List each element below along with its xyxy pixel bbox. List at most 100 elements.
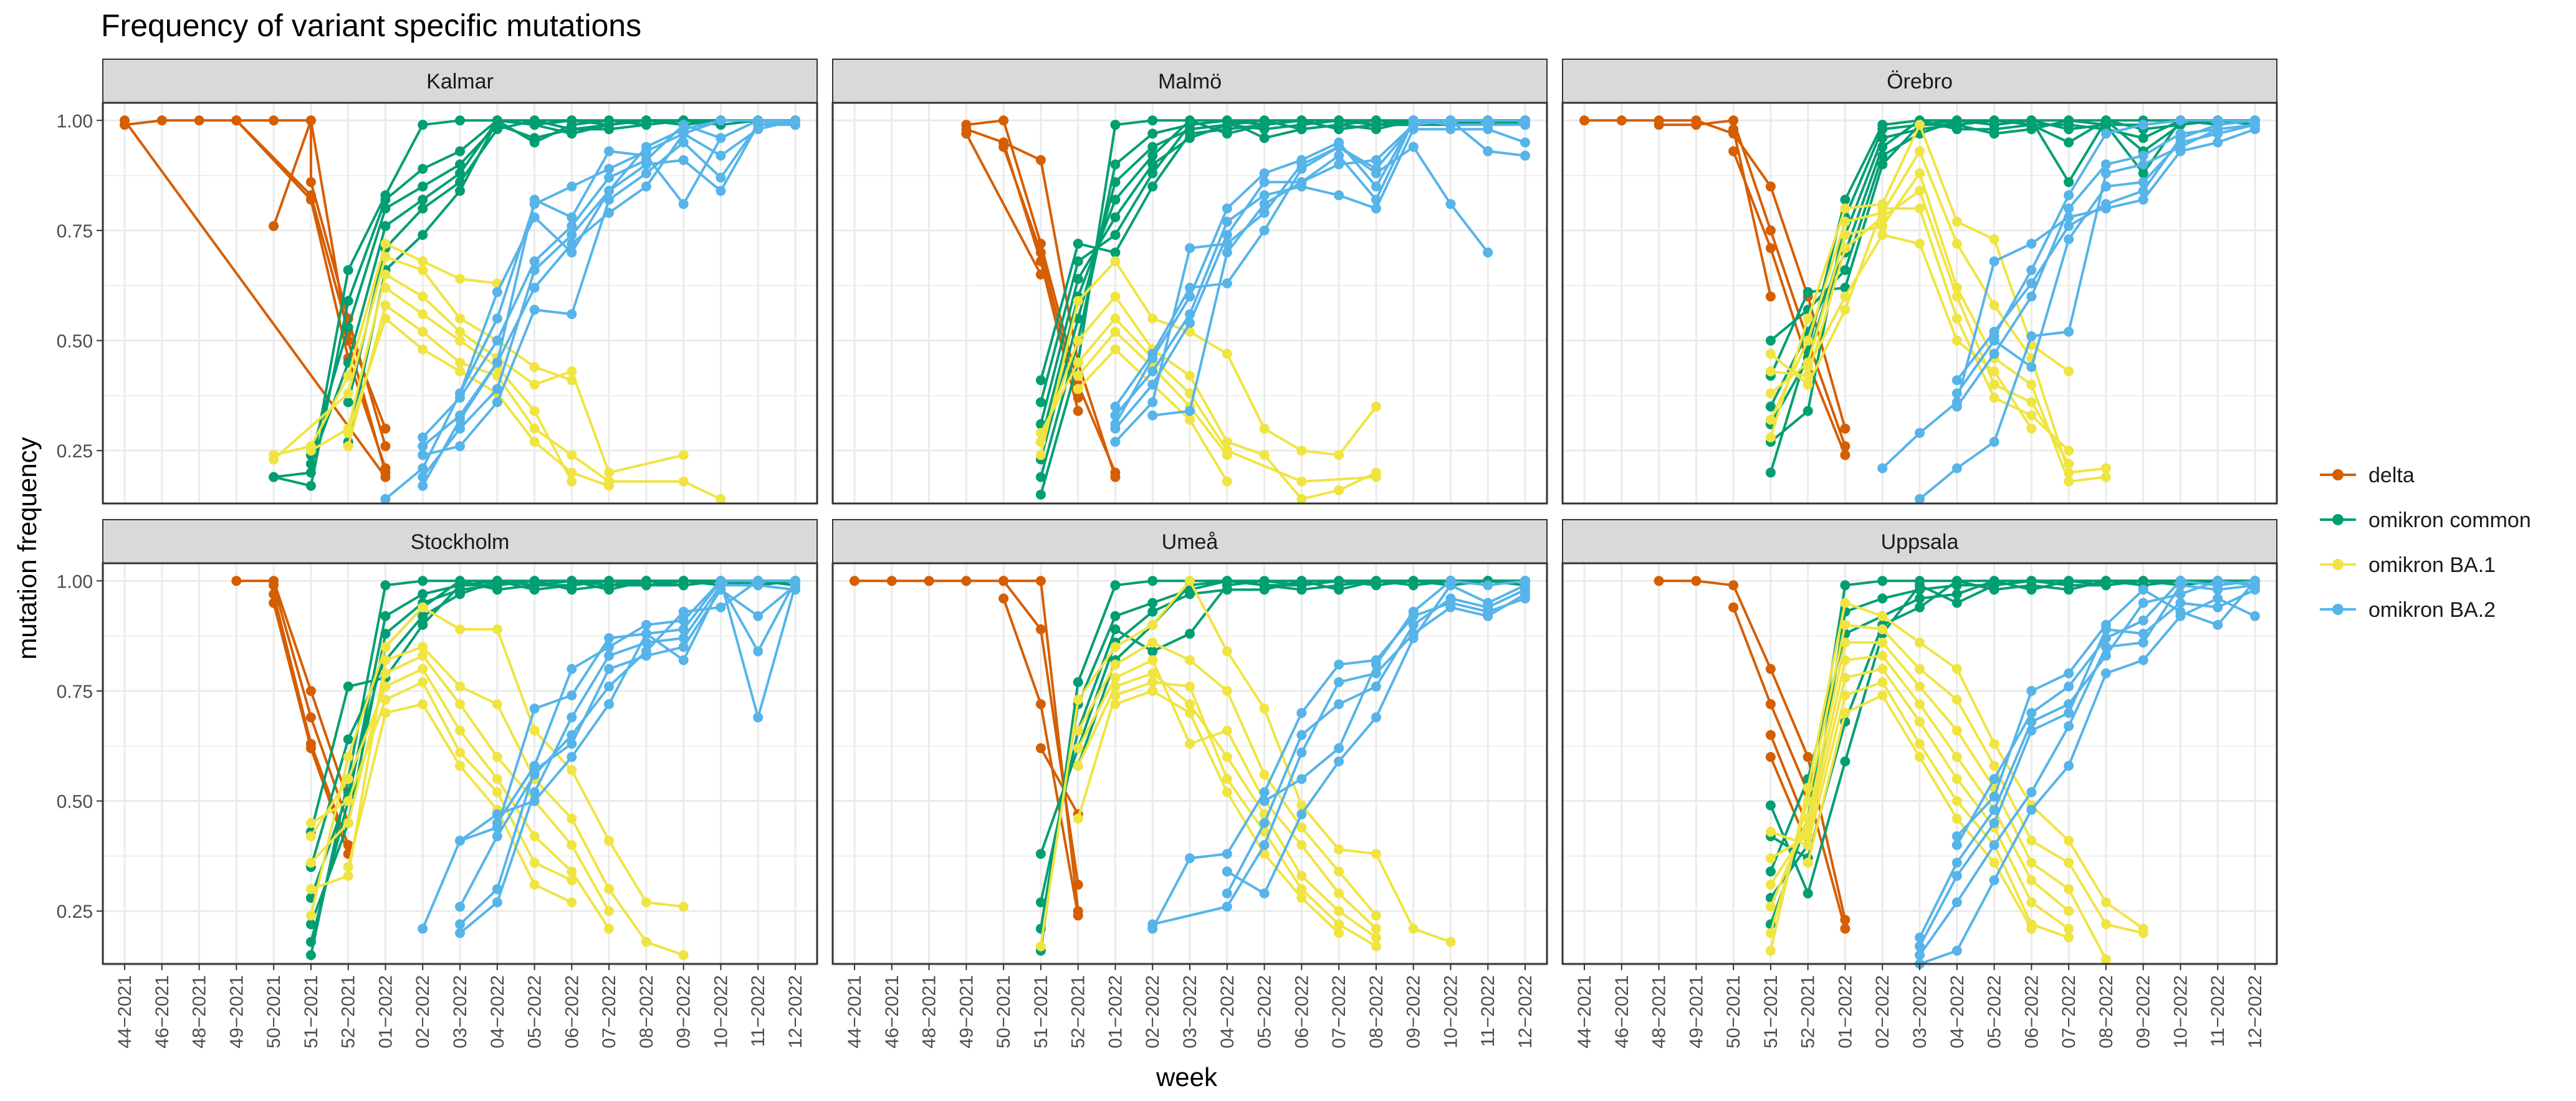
data-point: [1222, 216, 1232, 227]
data-point: [641, 115, 651, 126]
data-point: [1728, 580, 1739, 591]
series-line: [1732, 606, 1847, 930]
data-point: [1989, 774, 1999, 784]
data-point: [716, 493, 726, 504]
data-point: [1334, 141, 1344, 152]
data-point: [1371, 849, 1381, 859]
data-point: [1296, 870, 1307, 881]
data-point: [2064, 446, 2074, 456]
data-point: [1840, 923, 1851, 934]
data-point: [455, 326, 465, 337]
data-point: [2026, 331, 2037, 341]
data-point: [604, 664, 615, 674]
series-omikron-ba-1: [269, 239, 726, 504]
data-point: [1877, 463, 1888, 474]
data-point: [1951, 120, 1962, 130]
data-point: [567, 576, 577, 586]
x-tick-label: 10−2022: [2170, 975, 2191, 1049]
data-point: [1520, 576, 1530, 586]
data-point: [753, 124, 764, 135]
data-point: [753, 115, 764, 126]
data-point: [1408, 619, 1419, 630]
data-point: [1765, 348, 1776, 359]
legend-key-point: [2332, 604, 2344, 615]
data-point: [418, 230, 428, 240]
data-point: [529, 137, 540, 148]
data-point: [961, 120, 972, 130]
data-point: [2138, 637, 2148, 648]
data-point: [492, 787, 502, 798]
data-point: [1654, 120, 1664, 130]
data-point: [120, 120, 130, 130]
data-point: [455, 366, 465, 376]
data-point: [1147, 655, 1158, 665]
series-line: [1114, 128, 1526, 416]
data-point: [2175, 598, 2186, 608]
data-point: [1445, 115, 1456, 126]
series-line: [1040, 747, 1080, 815]
facet-strip-label: Stockholm: [411, 530, 510, 554]
data-point: [1445, 937, 1456, 947]
x-tick-label: 52−2021: [1798, 975, 1819, 1049]
data-point: [1035, 427, 1046, 438]
data-point: [380, 695, 391, 705]
data-point: [1073, 357, 1083, 368]
data-point: [2138, 168, 2148, 179]
data-point: [194, 115, 204, 126]
data-point: [1185, 576, 1195, 586]
data-point: [678, 950, 689, 960]
data-point: [492, 624, 502, 634]
x-tick-label: 10−2022: [1440, 975, 1461, 1049]
data-point: [716, 173, 726, 183]
data-point: [1334, 576, 1344, 586]
data-point: [1334, 756, 1344, 766]
data-point: [492, 751, 502, 762]
series-line: [272, 255, 572, 460]
data-point: [529, 256, 540, 267]
series-delta: [120, 115, 391, 482]
series-omikron-ba-2: [380, 115, 800, 504]
data-point: [1259, 450, 1270, 460]
data-point: [998, 115, 1009, 126]
data-point: [529, 857, 540, 868]
data-point: [1185, 681, 1195, 692]
data-point: [604, 633, 615, 644]
data-point: [1035, 489, 1046, 500]
x-tick-label: 09−2022: [1404, 975, 1424, 1049]
data-point: [455, 159, 465, 169]
data-point: [641, 181, 651, 192]
x-tick-label: 44−2021: [1574, 975, 1595, 1049]
data-point: [790, 115, 800, 126]
data-point: [1334, 866, 1344, 877]
data-point: [2138, 598, 2148, 608]
x-tick-label: 50−2021: [994, 975, 1014, 1049]
data-point: [305, 743, 316, 753]
data-point: [1334, 584, 1344, 595]
data-point: [1371, 910, 1381, 921]
x-tick-label: 48−2021: [189, 975, 210, 1049]
facet-strip-label: Kalmar: [426, 70, 494, 93]
data-point: [529, 725, 540, 736]
x-tick-label: 01−2022: [375, 975, 396, 1049]
data-point: [604, 884, 615, 894]
data-point: [2138, 133, 2148, 143]
data-point: [1371, 203, 1381, 214]
data-point: [2175, 606, 2186, 617]
data-point: [716, 186, 726, 196]
data-point: [380, 300, 391, 310]
data-point: [567, 128, 577, 139]
data-point: [1259, 888, 1270, 898]
data-point: [455, 928, 465, 938]
data-point: [1334, 699, 1344, 710]
data-point: [1296, 884, 1307, 894]
data-point: [678, 476, 689, 487]
data-point: [567, 664, 577, 674]
data-point: [1334, 888, 1344, 898]
data-point: [1951, 239, 1962, 249]
data-point: [1989, 348, 1999, 359]
data-point: [418, 677, 428, 687]
data-point: [1259, 120, 1270, 130]
y-tick-label: 0.25: [57, 441, 93, 462]
data-point: [1296, 115, 1307, 126]
series-line: [1769, 119, 2256, 376]
